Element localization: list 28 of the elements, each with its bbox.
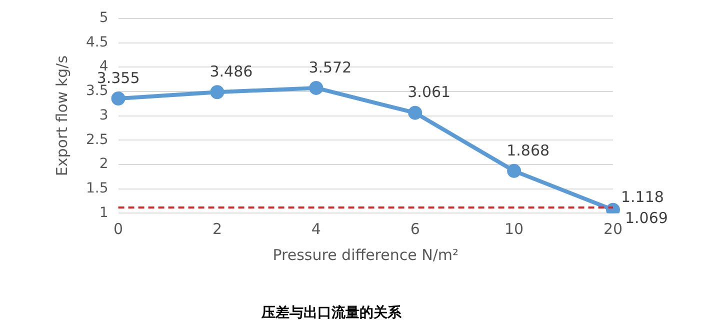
data-label: 1.868 — [506, 141, 550, 160]
y-tick-label: 1 — [99, 204, 108, 221]
x-tick-label: 2 — [212, 220, 222, 238]
data-label: 3.061 — [408, 83, 451, 102]
y-tick-label: 2.5 — [86, 132, 108, 148]
x-tick-label: 6 — [410, 220, 420, 238]
data-label: 3.486 — [210, 62, 253, 81]
x-tick-label: 0 — [113, 220, 124, 238]
y-tick-label: 3.5 — [86, 83, 108, 100]
x-tick-label: 4 — [311, 220, 321, 238]
y-tick-label: 5 — [99, 10, 108, 26]
text: 压差与出口流量的关系 — [260, 304, 402, 322]
data-label: 3.572 — [308, 58, 352, 76]
y-axis-title: Export flow kg/s — [52, 55, 71, 176]
y-tick-label: 3 — [99, 107, 108, 124]
point — [408, 106, 422, 120]
data-label: 1.069 — [625, 209, 668, 228]
x-tick-label: 20 — [603, 220, 623, 238]
point — [111, 92, 126, 106]
point — [309, 80, 324, 95]
y-tick-label: 2 — [99, 156, 108, 172]
point — [507, 164, 522, 178]
y-tick-label: 4.5 — [86, 34, 108, 50]
ref-line-label: 1.118 — [621, 188, 664, 206]
point — [210, 85, 224, 100]
y-tick-label: 1.5 — [86, 180, 108, 196]
x-tick-label: 10 — [504, 220, 524, 238]
x-axis-title: Pressure difference N/m² — [272, 246, 459, 264]
